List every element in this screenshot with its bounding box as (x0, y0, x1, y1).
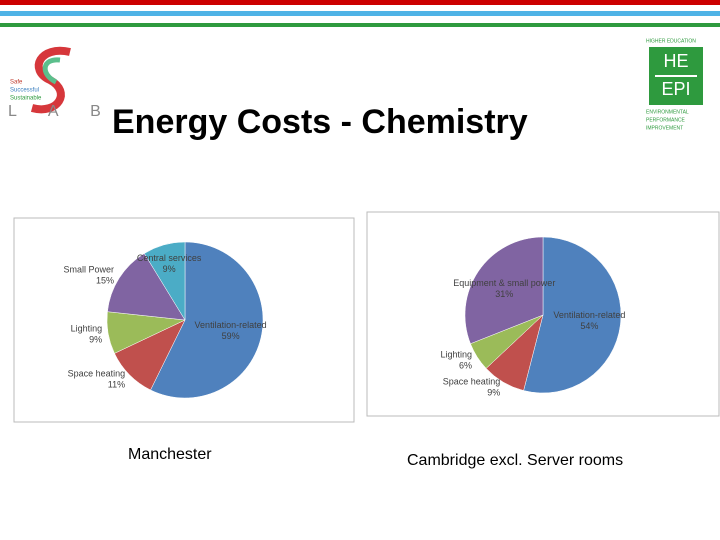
logo-he: HE (663, 51, 688, 71)
pie-slice (143, 241, 186, 321)
slice-label: Lighting (71, 323, 103, 333)
left-logo: Safe Successful Sustainable L A B (8, 46, 115, 120)
slice-value: 59% (222, 331, 240, 341)
slice-value: 31% (495, 289, 513, 299)
slice-value: 9% (163, 264, 176, 274)
logo-text: Safe (10, 80, 23, 86)
right-logo: HIGHER EDUCATION HE EPI ENVIRONMENTAL PE… (646, 38, 703, 131)
slice-label: Equipment & small power (453, 278, 555, 288)
slice-label: Central services (137, 253, 202, 263)
slice-label: Small Power (64, 264, 115, 274)
slice-value: 9% (89, 334, 102, 344)
chart-caption: Manchester (128, 446, 212, 463)
stripe-green (0, 23, 720, 27)
stripe-blue (0, 11, 720, 16)
pie-slice (107, 253, 186, 321)
logo-text: IMPROVEMENT (646, 125, 683, 131)
slice-value: 11% (108, 379, 125, 389)
slice-value: 54% (580, 321, 598, 331)
slice-value: 9% (487, 388, 500, 398)
slice-label: Space heating (443, 377, 501, 387)
slice-label: Lighting (441, 349, 473, 359)
slide-title: Energy Costs - Chemistry (112, 103, 528, 141)
pie-slice (150, 241, 264, 399)
logo-epi: EPI (661, 79, 690, 99)
slice-value: 6% (459, 360, 472, 370)
chart-caption: Cambridge excl. Server rooms (407, 452, 623, 469)
slice-label: Ventilation-related (195, 320, 267, 330)
logo-lab: L A B (8, 103, 115, 120)
pie-slice (523, 236, 622, 394)
stripe-red (0, 0, 720, 5)
pie-slice (464, 236, 544, 345)
slice-label: Space heating (68, 368, 126, 378)
slice-value: 15% (96, 275, 114, 285)
logo-text: ENVIRONMENTAL (646, 109, 689, 115)
slice-label: Ventilation-related (553, 310, 625, 320)
logo-text: PERFORMANCE (646, 117, 686, 123)
logo-text: HIGHER EDUCATION (646, 38, 696, 44)
logo-text: Successful (10, 88, 39, 94)
logo-s-green (42, 57, 61, 85)
logo-text: Sustainable (10, 96, 42, 102)
